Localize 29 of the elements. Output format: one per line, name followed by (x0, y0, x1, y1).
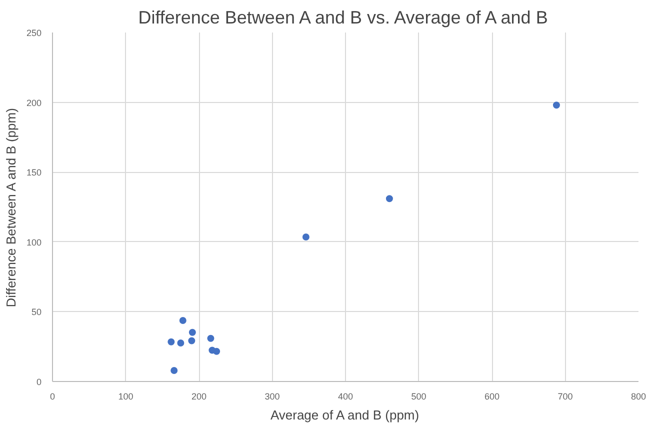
point (386, 195, 393, 202)
x-tick-label: 0 (50, 392, 56, 402)
x-tick-label: 300 (264, 392, 280, 402)
x-tick-label: 100 (118, 392, 134, 402)
x-tick-label: 500 (411, 392, 426, 402)
point (179, 317, 186, 324)
x-tick-label: 700 (558, 392, 573, 402)
point (188, 337, 196, 344)
x-tick-label: 200 (191, 392, 207, 402)
chart-title: Difference Between A and B vs. Average of A and B (138, 8, 548, 28)
y-tick-label: 50 (31, 307, 42, 318)
x-tick-label: 800 (630, 392, 646, 402)
y-axis-title: Difference Between A and B (ppm) (3, 108, 18, 308)
point (168, 338, 175, 346)
point (207, 334, 214, 342)
y-tick-label: 200 (26, 98, 42, 108)
x-tick-label: 400 (338, 392, 354, 402)
point (188, 328, 196, 336)
y-tick-label: 250 (26, 28, 42, 38)
point (177, 339, 184, 346)
y-tick-label: 150 (26, 168, 42, 178)
y-tick-label: 0 (36, 377, 42, 387)
point (213, 348, 220, 355)
x-tick-label: 600 (484, 392, 500, 402)
point (552, 102, 560, 109)
y-tick-label: 100 (26, 237, 42, 248)
point (170, 366, 178, 374)
point (302, 234, 310, 241)
x-axis-title: Average of A and B (ppm) (270, 408, 420, 422)
